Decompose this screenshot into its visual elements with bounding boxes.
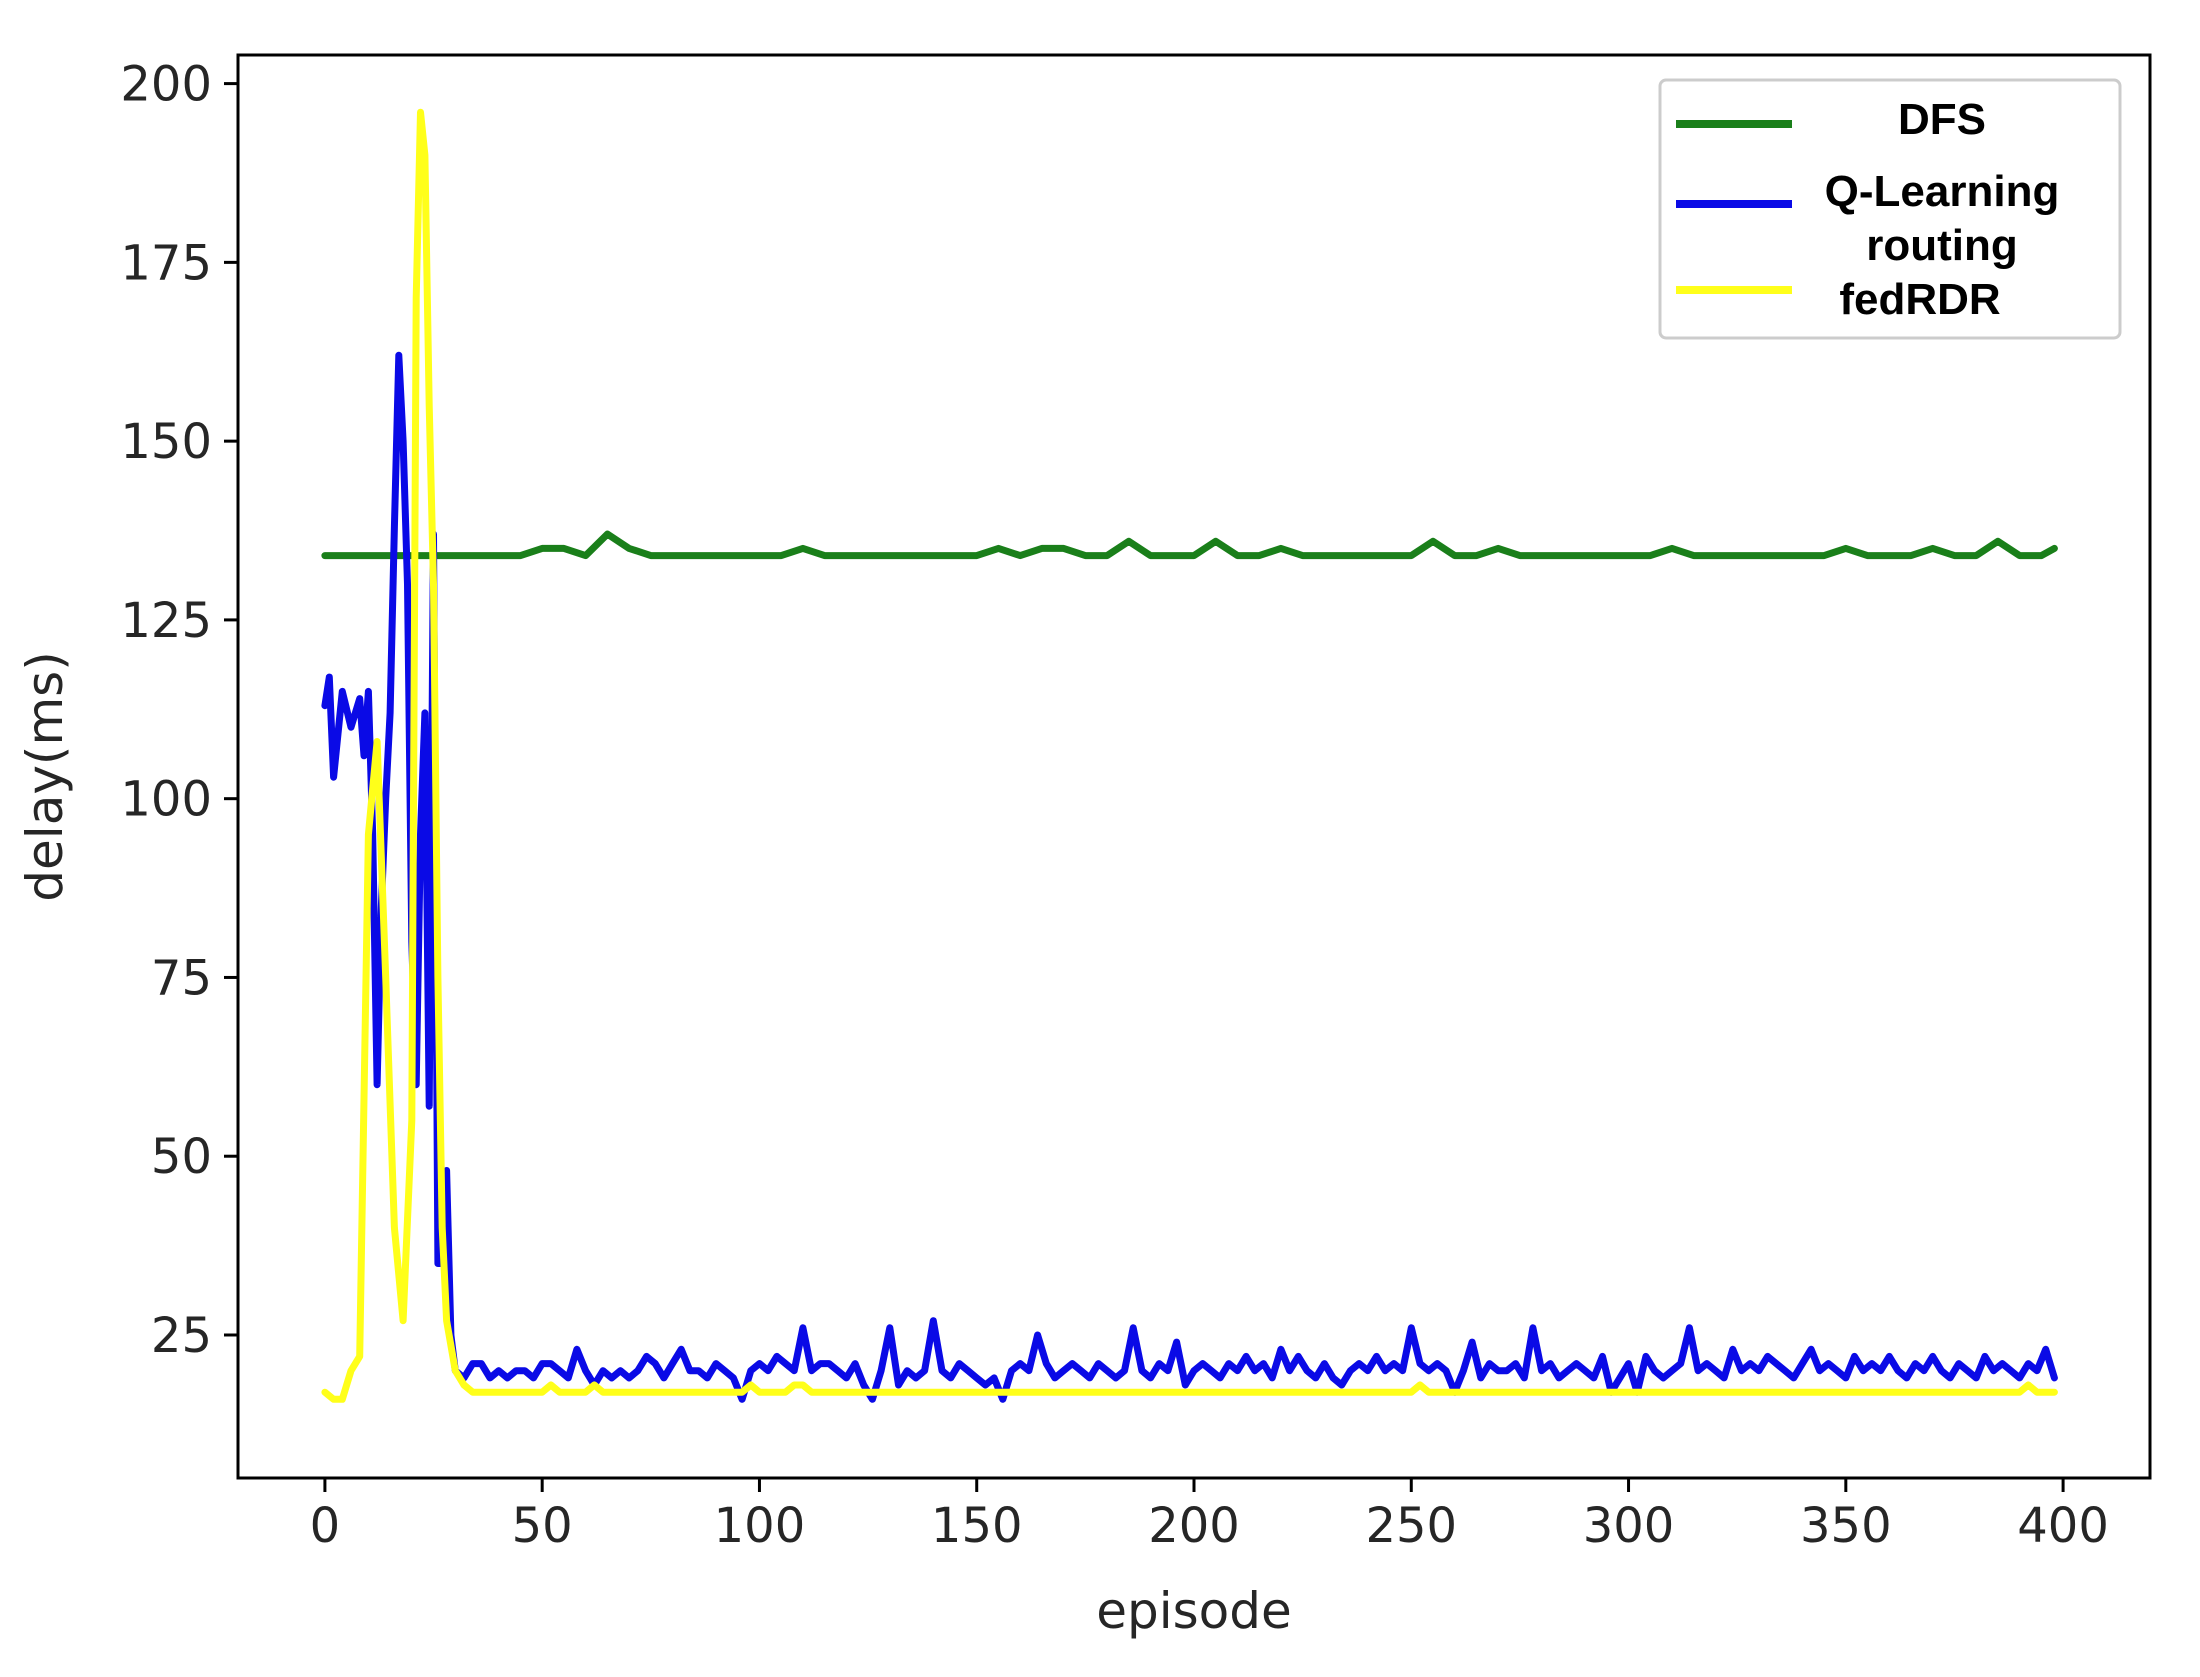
x-tick-label: 350 — [1800, 1498, 1892, 1554]
series-layer — [321, 108, 2058, 1403]
series-line-dfs — [321, 530, 2058, 560]
legend-label: DFS — [1898, 95, 1986, 144]
y-tick-label: 125 — [120, 593, 212, 649]
y-tick-label: 175 — [120, 235, 212, 291]
y-tick-label: 200 — [120, 57, 212, 113]
legend-label: fedRDR — [1839, 275, 2000, 324]
x-tick-label: 200 — [1148, 1498, 1240, 1554]
y-axis: 25 50 75 100 125 150 175 200 — [120, 57, 238, 1364]
x-tick-label: 0 — [310, 1498, 341, 1554]
y-tick-label: 75 — [151, 950, 212, 1006]
x-tick-label: 150 — [931, 1498, 1023, 1554]
legend: DFS Q-Learning routing fedRDR — [1658, 78, 2122, 340]
x-axis: 0 50 100 150 200 250 300 350 400 — [310, 1478, 2109, 1554]
x-tick-label: 50 — [512, 1498, 573, 1554]
series-line-fedrdr — [321, 108, 2058, 1403]
legend-label-line: routing — [1866, 221, 2018, 270]
series-line-q-learning-routing — [321, 351, 2058, 1403]
legend-label: Q-Learning routing — [1825, 167, 2060, 270]
x-tick-label: 100 — [714, 1498, 806, 1554]
x-tick-label: 300 — [1583, 1498, 1675, 1554]
x-tick-label: 250 — [1365, 1498, 1457, 1554]
y-tick-label: 50 — [151, 1129, 212, 1185]
y-tick-label: 150 — [120, 414, 212, 470]
y-tick-label: 25 — [151, 1308, 212, 1364]
x-tick-label: 400 — [2017, 1498, 2109, 1554]
x-axis-label: episode — [1096, 1582, 1292, 1640]
legend-box — [1658, 78, 2122, 340]
legend-label-line: Q-Learning — [1825, 167, 2060, 216]
y-axis-label: delay(ms) — [16, 651, 74, 901]
y-tick-label: 100 — [120, 772, 212, 828]
